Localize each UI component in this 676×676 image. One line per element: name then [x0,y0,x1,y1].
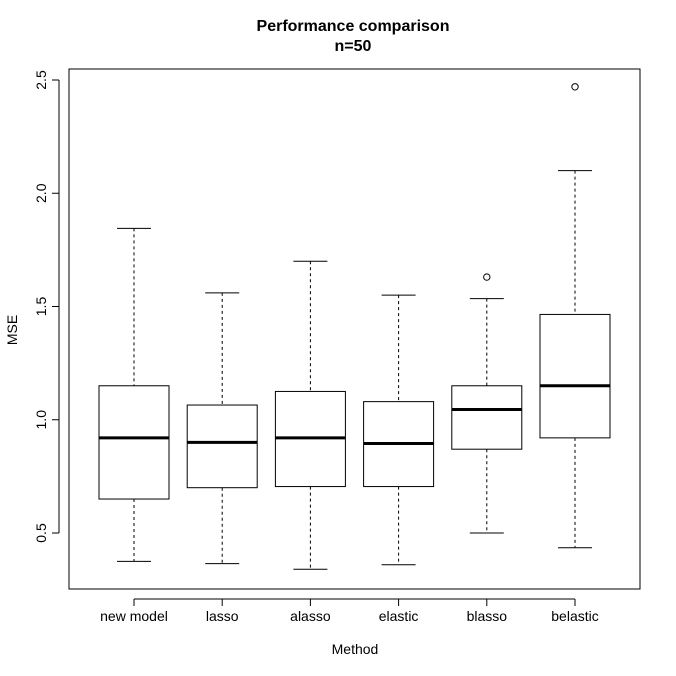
x-tick-label: belastic [551,608,598,624]
iqr-box [98,385,170,500]
box-alasso [274,260,346,570]
x-axis-label: Method [332,641,379,657]
iqr-box [186,404,258,489]
x-tick-label: blasso [467,608,508,624]
x-tick-label: lasso [206,608,239,624]
iqr-box [539,313,611,439]
chart-subtitle: n=50 [335,38,372,55]
iqr-box [451,385,523,450]
box-blasso [451,273,523,534]
y-tick-label: 0.5 [33,523,49,543]
outlier-point [483,273,491,281]
y-tick-label: 1.0 [33,410,49,430]
plot-frame [68,68,641,590]
y-tick-label: 2.5 [33,70,49,90]
y-tick-label: 2.0 [33,183,49,203]
box-lasso [186,292,258,565]
x-tick-label: alasso [290,608,331,624]
y-tick-label: 1.5 [33,297,49,317]
x-axis: new model lasso alasso elastic blasso belasti… [100,598,599,624]
chart-title: Performance comparison [257,18,450,35]
outlier-point [571,83,579,91]
x-tick-label: elastic [379,608,419,624]
y-axis: 0.5 1.0 1.5 2.0 2.5 [33,70,60,543]
y-axis-label: MSE [4,315,20,345]
boxes-group [98,83,611,570]
box-belastic [539,83,611,549]
box-elastic [363,294,435,566]
box-new-model [98,227,170,562]
x-tick-label: new model [100,608,168,624]
